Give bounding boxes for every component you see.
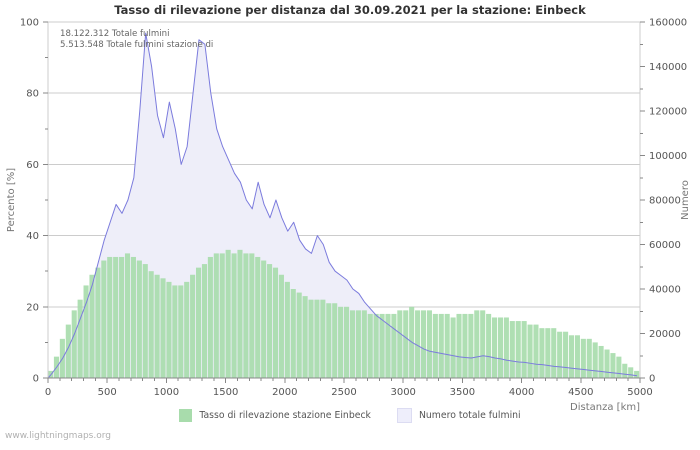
legend-label-total-strokes: Numero totale fulmini bbox=[418, 410, 521, 421]
svg-text:0: 0 bbox=[33, 374, 39, 385]
svg-text:160000: 160000 bbox=[649, 18, 687, 29]
svg-text:Distanza [km]: Distanza [km] bbox=[570, 402, 640, 413]
watermark-url: www.lightningmaps.org bbox=[5, 431, 111, 441]
svg-text:500: 500 bbox=[98, 387, 117, 398]
svg-text:40000: 40000 bbox=[649, 285, 681, 296]
svg-text:3000: 3000 bbox=[390, 387, 415, 398]
svg-text:20: 20 bbox=[26, 302, 39, 313]
svg-text:80: 80 bbox=[26, 89, 39, 100]
legend-swatch-total-strokes bbox=[396, 408, 412, 423]
svg-text:0: 0 bbox=[45, 387, 51, 398]
chart-title: Tasso di rilevazione per distanza dal 30… bbox=[114, 3, 586, 17]
svg-text:4000: 4000 bbox=[509, 387, 534, 398]
svg-text:4500: 4500 bbox=[568, 387, 593, 398]
axis-tick-labels: 0 500 1000 1500 2000 2500 3000 3500 4000 4500 5000… bbox=[20, 18, 687, 399]
svg-text:5.513.548 Totale fulmini stazi: 5.513.548 Totale fulmini stazione di bbox=[60, 40, 213, 50]
svg-text:40: 40 bbox=[26, 231, 39, 242]
legend-label-detection-rate: Tasso di rilevazione stazione Einbeck bbox=[199, 410, 371, 421]
legend-item-total-strokes: Numero totale fulmini bbox=[396, 408, 521, 423]
svg-text:2000: 2000 bbox=[272, 387, 297, 398]
svg-text:100: 100 bbox=[20, 18, 39, 29]
svg-text:60: 60 bbox=[26, 160, 39, 171]
legend-item-detection-rate: Tasso di rilevazione stazione Einbeck bbox=[179, 409, 371, 422]
chart-legend: Tasso di rilevazione stazione Einbeck Nu… bbox=[0, 408, 700, 423]
svg-text:1500: 1500 bbox=[213, 387, 238, 398]
svg-text:140000: 140000 bbox=[649, 62, 687, 73]
svg-text:5000: 5000 bbox=[627, 387, 652, 398]
legend-swatch-detection-rate bbox=[179, 409, 193, 422]
svg-text:0: 0 bbox=[649, 374, 655, 385]
svg-text:1000: 1000 bbox=[154, 387, 179, 398]
svg-text:120000: 120000 bbox=[649, 107, 687, 118]
svg-text:3500: 3500 bbox=[450, 387, 475, 398]
svg-text:2500: 2500 bbox=[331, 387, 356, 398]
svg-text:60000: 60000 bbox=[649, 240, 681, 251]
axis-ticks bbox=[43, 21, 645, 383]
svg-text:Percento [%]: Percento [%] bbox=[6, 168, 17, 232]
series-tasso-rilevazione-bars bbox=[48, 249, 640, 378]
svg-text:Numero: Numero bbox=[680, 180, 691, 220]
svg-text:80000: 80000 bbox=[649, 196, 681, 207]
svg-text:18.122.312 Totale fulmini: 18.122.312 Totale fulmini bbox=[60, 29, 169, 39]
svg-text:20000: 20000 bbox=[649, 329, 681, 340]
svg-text:100000: 100000 bbox=[649, 151, 687, 162]
axis-titles: Distanza [km] Percento [%] Numero bbox=[6, 168, 691, 413]
